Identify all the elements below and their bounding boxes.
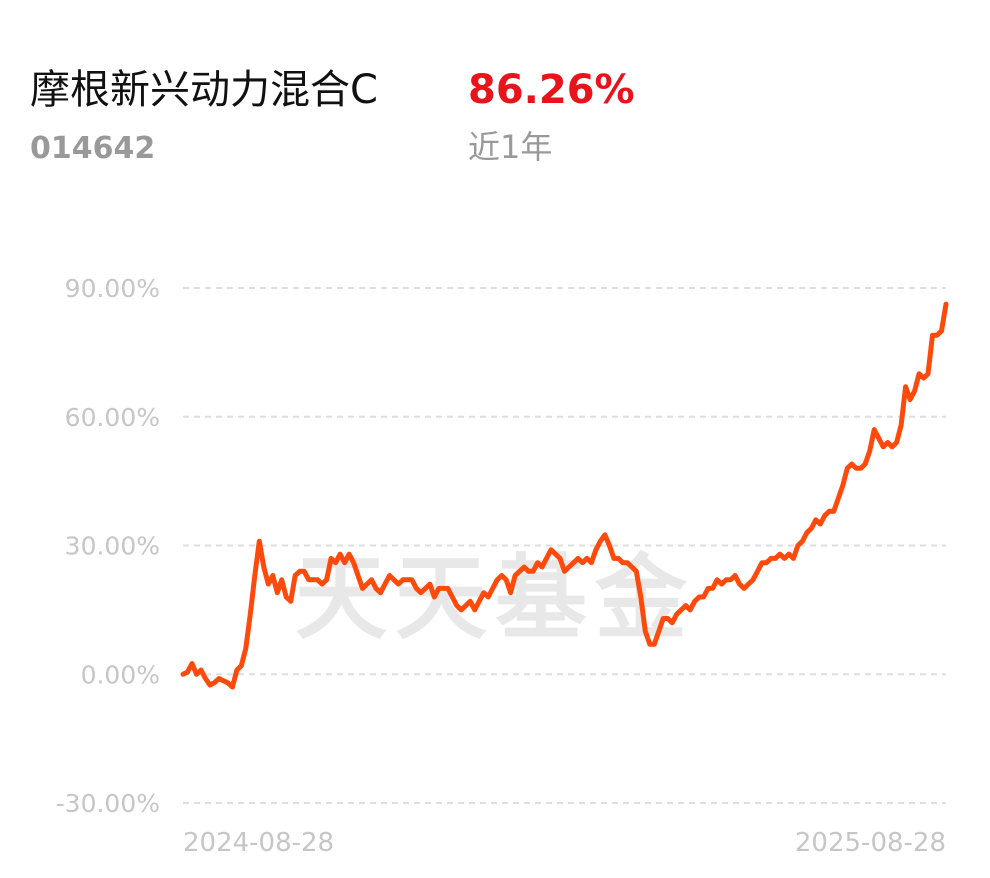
x-tick-label: 2025-08-28	[795, 828, 946, 858]
y-tick-label: 0.00%	[81, 660, 160, 689]
period: 近1年	[468, 128, 552, 166]
x-tick-label: 2024-08-28	[183, 828, 334, 858]
return-line	[180, 301, 949, 690]
y-tick-label: 30.00%	[65, 532, 160, 561]
y-tick-label: 60.00%	[65, 403, 160, 432]
fund-code: 014642	[30, 131, 155, 166]
fund-name: 摩根新兴动力混合C	[30, 67, 378, 113]
y-tick-label: 90.00%	[65, 274, 160, 303]
y-tick-label: -30.00%	[56, 789, 160, 818]
fund-return: 86.26%	[468, 67, 635, 113]
